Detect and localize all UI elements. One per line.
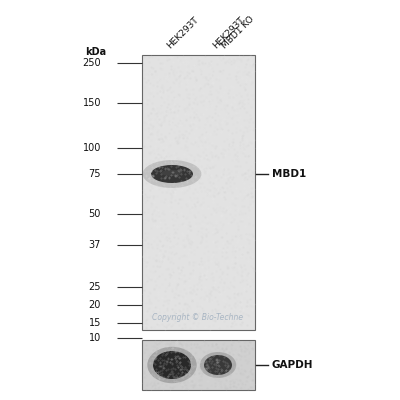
- Text: HEK293T: HEK293T: [166, 15, 201, 50]
- Text: 20: 20: [89, 300, 101, 310]
- Text: HEK293T: HEK293T: [212, 15, 247, 50]
- Text: kDa: kDa: [86, 47, 106, 57]
- Text: Copyright © Bio-Techne: Copyright © Bio-Techne: [152, 314, 244, 322]
- Bar: [142, 340, 255, 390]
- Text: 50: 50: [89, 209, 101, 219]
- Ellipse shape: [200, 352, 236, 378]
- Text: 25: 25: [88, 282, 101, 292]
- Ellipse shape: [153, 351, 191, 379]
- Ellipse shape: [204, 355, 232, 375]
- Ellipse shape: [142, 160, 202, 188]
- Text: 75: 75: [88, 169, 101, 179]
- Ellipse shape: [151, 165, 193, 183]
- Text: 100: 100: [83, 143, 101, 153]
- Text: 15: 15: [89, 318, 101, 328]
- Text: 10: 10: [89, 333, 101, 343]
- Ellipse shape: [162, 170, 182, 176]
- Bar: [142, 55, 255, 330]
- Text: 250: 250: [82, 58, 101, 68]
- Text: 150: 150: [82, 98, 101, 108]
- Ellipse shape: [147, 347, 197, 383]
- Text: MBD1 KO: MBD1 KO: [220, 14, 256, 50]
- Text: GAPDH: GAPDH: [272, 360, 314, 370]
- Text: 37: 37: [89, 240, 101, 250]
- Text: MBD1: MBD1: [272, 169, 306, 179]
